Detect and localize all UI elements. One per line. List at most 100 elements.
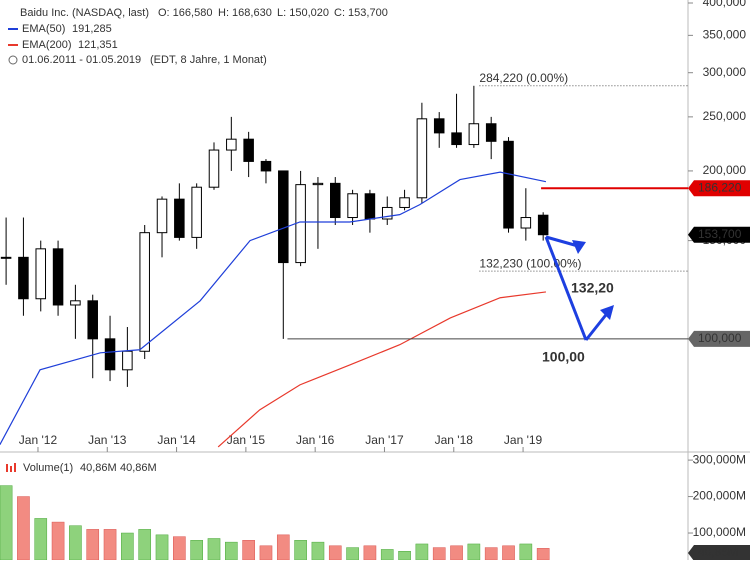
x-tick-label: Jan '13 xyxy=(88,433,127,447)
volume-bar xyxy=(484,547,498,561)
volume-bar xyxy=(398,551,411,561)
price-tag xyxy=(688,226,750,243)
candle-body xyxy=(312,182,324,186)
volume-bar xyxy=(276,534,290,561)
candle-body xyxy=(468,123,480,146)
forecast-arrows: 132,20 100,00 xyxy=(542,235,614,365)
level-label: 284,220 (0.00%) xyxy=(479,71,568,85)
arrow xyxy=(544,236,588,341)
y-tick-label: 200,000 xyxy=(703,163,747,177)
y-tick-label: 250,000 xyxy=(703,109,747,123)
x-tick-label: Jan '17 xyxy=(365,433,404,447)
candle-body xyxy=(0,256,12,259)
arrow-head xyxy=(600,305,614,320)
info: C: 153,700 xyxy=(334,7,388,19)
price-tag xyxy=(688,545,750,561)
legend-value: 40,86M xyxy=(120,462,157,474)
candle-body xyxy=(226,138,237,151)
candle-body xyxy=(278,170,289,264)
volume-bar xyxy=(415,543,429,561)
volume-bar xyxy=(103,529,117,561)
candle-body xyxy=(156,198,168,234)
volume-bar xyxy=(432,547,446,561)
legend-label: Volume(1) xyxy=(23,462,73,474)
candle-body xyxy=(70,300,81,306)
volume-icon xyxy=(6,464,8,472)
candle-body xyxy=(18,256,29,300)
x-tick-label: Jan '12 xyxy=(19,433,58,447)
volume-bar xyxy=(0,485,13,561)
volume-bar xyxy=(190,540,203,561)
candle-body xyxy=(52,248,64,306)
candle-body xyxy=(174,198,185,238)
candle-body xyxy=(35,248,47,300)
candle-body xyxy=(416,118,428,199)
candle-body xyxy=(537,214,549,236)
level-label: 132,230 (100.00%) xyxy=(479,256,581,270)
candle-body xyxy=(433,118,445,134)
x-tick-label: Jan '15 xyxy=(227,433,266,447)
x-tick-label: Jan '16 xyxy=(296,433,335,447)
volume-bar xyxy=(502,545,515,561)
candle-body xyxy=(243,138,254,162)
clock-icon xyxy=(8,55,18,65)
candle-body xyxy=(260,160,272,172)
legend-label: EMA(200) xyxy=(22,39,72,51)
volume-bar xyxy=(17,496,30,561)
volume-bar xyxy=(328,545,342,561)
x-tick-label: Jan '19 xyxy=(504,433,543,447)
info: L: 150,020 xyxy=(277,7,329,19)
volume-bar xyxy=(138,529,152,561)
price-tag-label: 153,700 xyxy=(698,227,742,241)
y-tick-label: 200,000M xyxy=(693,489,746,503)
candle-body xyxy=(520,217,532,229)
volume-icon xyxy=(14,463,16,472)
y-tick-label: 350,000 xyxy=(703,28,747,42)
candle-body xyxy=(330,182,341,219)
candle-body xyxy=(451,132,462,146)
volume-bar xyxy=(519,543,533,561)
volume-bar xyxy=(259,545,273,561)
y-tick-label: 300,000 xyxy=(703,65,747,79)
date-note: (EDT, 8 Jahre, 1 Monat) xyxy=(150,54,267,66)
volume-bar xyxy=(467,543,481,561)
candle-body xyxy=(399,197,410,208)
volume-bar xyxy=(450,545,463,561)
price-tag xyxy=(688,180,750,197)
volume-bar xyxy=(225,541,238,561)
arrow-head xyxy=(572,240,586,254)
volume-bar xyxy=(51,521,65,561)
ema-line xyxy=(217,291,547,448)
candle-body xyxy=(87,300,98,340)
price-tag-label: 40,86M xyxy=(698,545,738,559)
volume-bar xyxy=(207,538,221,561)
info: O: 166,580 xyxy=(158,7,212,19)
legend-value: 191,285 xyxy=(72,23,112,35)
volume-bar xyxy=(294,540,307,561)
arrow xyxy=(584,310,611,341)
candle-body xyxy=(208,149,220,188)
candle-body xyxy=(381,206,393,220)
chart-title: Baidu Inc. (NASDAQ, last) xyxy=(20,7,149,19)
x-tick-label: Jan '14 xyxy=(157,433,196,447)
volume-bar xyxy=(380,549,394,561)
info: H: 168,630 xyxy=(218,7,272,19)
volume-bar xyxy=(242,540,255,561)
candle-body xyxy=(295,184,306,264)
volume-bar xyxy=(121,532,134,561)
volume-bar xyxy=(311,541,325,561)
candle-body xyxy=(122,350,133,371)
ema-line xyxy=(0,171,547,445)
price-tag xyxy=(688,330,750,347)
candle-body xyxy=(139,232,150,352)
date-range: 01.06.2011 - 01.05.2019 xyxy=(22,54,141,66)
legend-value: 40,86M xyxy=(80,462,117,474)
volume-icon xyxy=(10,466,12,472)
header: Baidu Inc. (NASDAQ, last) O: 166,580 H: … xyxy=(8,7,388,66)
legend-value: 121,351 xyxy=(78,39,118,51)
price-tag-label: 100,000 xyxy=(698,331,742,345)
volume-bar xyxy=(363,545,377,561)
y-tick-label: 300,000M xyxy=(693,452,746,466)
